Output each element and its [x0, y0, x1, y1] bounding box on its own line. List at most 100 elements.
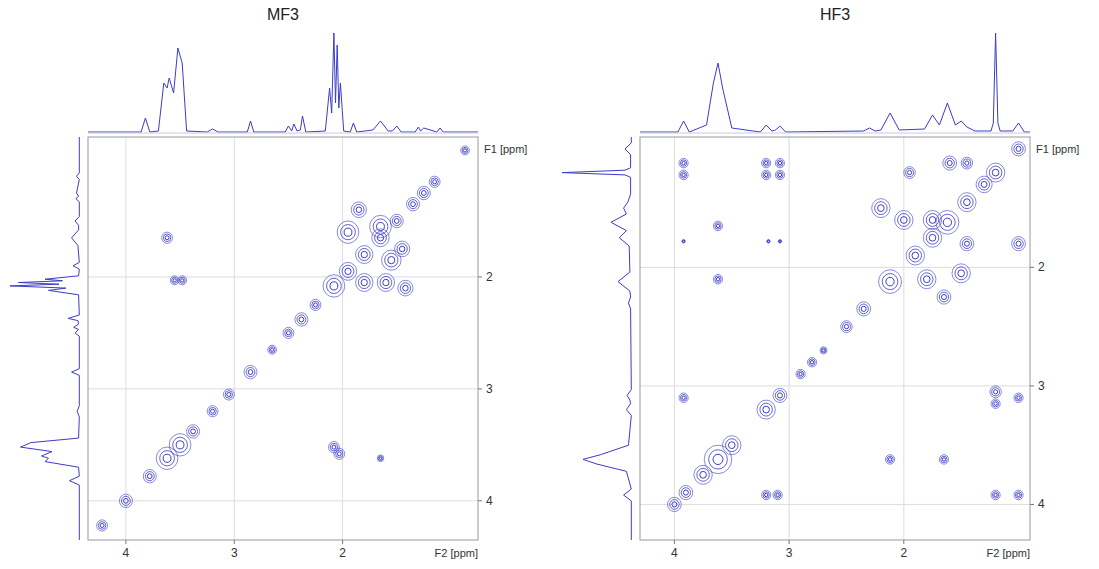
contour-line [923, 210, 941, 229]
contour-line [327, 278, 342, 293]
grid-line [342, 137, 343, 540]
contour-line [223, 389, 234, 400]
contour-line [923, 228, 941, 247]
contour-line [394, 219, 399, 224]
peak [390, 214, 403, 227]
contour-line [882, 274, 898, 290]
contour-line [330, 443, 337, 451]
peak [668, 497, 682, 511]
contour-line [939, 292, 948, 302]
contour-line [990, 386, 1001, 398]
contour-line [945, 158, 954, 168]
tick [478, 276, 482, 277]
peak [351, 202, 366, 218]
contour-line [163, 454, 171, 462]
contour-line [336, 450, 343, 458]
contour-line [767, 240, 769, 242]
tick-label: 3 [786, 546, 793, 560]
peak [976, 176, 992, 193]
peak [162, 232, 173, 243]
contour-line [100, 523, 104, 527]
contour-line [337, 221, 359, 243]
projection-f2 [640, 33, 1030, 132]
contour-line [341, 225, 356, 240]
contour-line [417, 186, 430, 199]
contour-line [356, 207, 361, 213]
contour-line [1016, 146, 1021, 151]
axis-title: F2 [ppm] [435, 547, 478, 559]
contour-line [121, 496, 130, 505]
contour-line [875, 202, 887, 215]
contour-line [397, 244, 407, 255]
contour-line [941, 456, 947, 462]
contour-line [409, 200, 418, 209]
peak [329, 441, 340, 452]
contour-line [398, 280, 413, 296]
tick [342, 540, 343, 544]
contour-line [395, 241, 410, 257]
contour-line [1014, 144, 1023, 154]
contour-line [299, 317, 304, 322]
peak [382, 250, 402, 270]
contour-line [763, 492, 769, 498]
contour-line [461, 146, 470, 155]
grid-line [640, 267, 1030, 268]
contour-line [757, 400, 775, 419]
contour-line [323, 275, 345, 297]
peak [1012, 237, 1026, 251]
contour-line [958, 193, 976, 212]
contour-line [356, 274, 373, 292]
contour-line [295, 313, 308, 326]
contour-line [1012, 237, 1026, 251]
peak [773, 388, 787, 402]
contour-line [339, 262, 356, 280]
contour-line [926, 214, 938, 227]
contour-line [992, 169, 999, 176]
peak [895, 210, 913, 229]
contour-line [810, 360, 813, 363]
contour-line [370, 215, 392, 237]
contour-line [227, 392, 231, 396]
tick-label: 2 [339, 546, 346, 560]
contour-line [388, 257, 395, 264]
contour-line [358, 276, 370, 288]
contour-line [392, 216, 401, 225]
contour-line [407, 197, 420, 210]
contour-line [390, 214, 403, 227]
contour-line [314, 303, 318, 307]
contour-line [963, 159, 971, 167]
contour-line [181, 279, 184, 282]
contour-line [682, 173, 685, 176]
contour-line [797, 371, 803, 377]
contour-line [986, 163, 1004, 182]
contour-line [342, 265, 354, 277]
projection-f1 [562, 137, 631, 540]
peak [960, 237, 974, 251]
contour-line [244, 365, 257, 378]
contour-line [979, 179, 990, 190]
contour-line [777, 160, 783, 166]
contour-line [176, 441, 184, 449]
contour-line [773, 388, 787, 402]
tick-label: 3 [486, 382, 493, 396]
contour-line [162, 232, 173, 243]
contour-line [994, 402, 997, 405]
tick-label: 4 [671, 546, 678, 560]
contour-line [960, 237, 974, 251]
contour-line [173, 279, 176, 282]
contour-line [989, 166, 1001, 179]
contour-line [895, 210, 913, 229]
peak [143, 469, 156, 482]
contour-line [385, 253, 398, 267]
contour-line [361, 279, 367, 285]
contour-line [964, 241, 969, 246]
figure: MF3432234F2 [ppm]F1 [ppm]HF3432234F2 [pp… [0, 0, 1099, 569]
contour-line [191, 429, 196, 434]
contour-line [713, 454, 723, 464]
contour-line [310, 299, 321, 310]
contour-line [361, 251, 367, 257]
contour-line [843, 323, 851, 331]
peak [223, 389, 234, 400]
peak [923, 210, 941, 229]
peak [1014, 490, 1023, 499]
